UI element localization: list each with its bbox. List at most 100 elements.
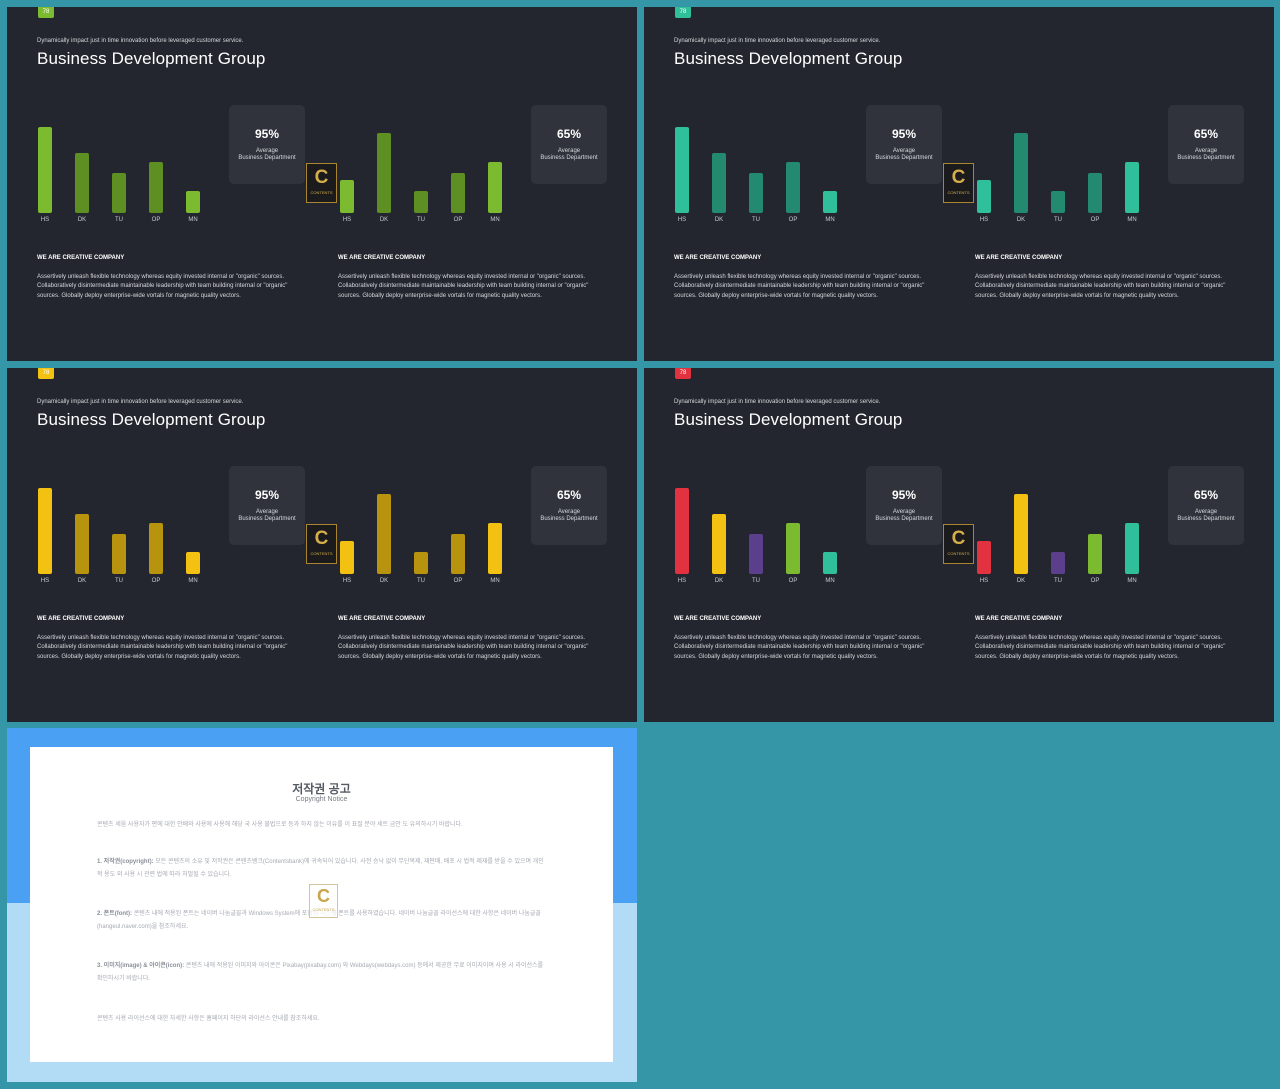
- text-block-left: WE ARE CREATIVE COMPANY Assertively unle…: [674, 255, 944, 301]
- stat-caption-line2: Business Department: [540, 516, 598, 522]
- bar-chart-right: HS DK TU OP MN: [972, 468, 1142, 588]
- bar-mn: [488, 162, 502, 213]
- notice-title: 저작권 공고: [292, 782, 351, 796]
- logo-letter: C: [951, 167, 966, 188]
- slide-title: Business Development Group: [37, 49, 266, 68]
- text-block-right: WE ARE CREATIVE COMPANY Assertively unle…: [338, 616, 608, 662]
- bar-label: OP: [1090, 578, 1100, 584]
- stat-caption-line1: Average: [1194, 148, 1218, 154]
- bar-hs: [340, 180, 354, 213]
- stat-caption-line2: Business Department: [238, 155, 296, 161]
- bar-label: HS: [979, 578, 989, 584]
- bar-dk: [377, 494, 391, 574]
- bar-mn: [186, 191, 200, 213]
- stat-caption-line2: Business Department: [1177, 155, 1235, 161]
- bar-dk: [75, 153, 89, 213]
- slide-title: Business Development Group: [674, 410, 903, 429]
- logo-text: CONTENTS: [947, 551, 970, 556]
- bar-label: MN: [490, 578, 500, 584]
- text-block-left: WE ARE CREATIVE COMPANY Assertively unle…: [674, 616, 944, 662]
- bar-label: DK: [77, 217, 87, 223]
- bar-op: [451, 534, 465, 574]
- bar-label: TU: [417, 217, 425, 223]
- bar-label: OP: [788, 578, 798, 584]
- slide-teal[interactable]: 78 Dynamically impact just in time innov…: [644, 7, 1274, 361]
- slide-subtitle: Dynamically impact just in time innovati…: [37, 38, 244, 44]
- notice-intro: 콘텐츠 세움 사용자가 편에 대한 안배와 사용에 사용해 해당 국 사용 불법…: [97, 822, 463, 828]
- bar-hs: [38, 127, 52, 213]
- text-body: Assertively unleash flexible technology …: [674, 635, 925, 660]
- bar-tu: [414, 552, 428, 574]
- text-body: Assertively unleash flexible technology …: [338, 635, 589, 660]
- text-block-left: WE ARE CREATIVE COMPANY Assertively unle…: [37, 616, 307, 662]
- text-heading: WE ARE CREATIVE COMPANY: [338, 255, 426, 261]
- bar-label: HS: [342, 217, 352, 223]
- bar-op: [451, 173, 465, 213]
- stat-caption-line1: Average: [892, 148, 916, 154]
- stat-box-right: 65% Average Business Department: [531, 466, 607, 545]
- text-heading: WE ARE CREATIVE COMPANY: [338, 616, 426, 622]
- stat-box-right: 65% Average Business Department: [531, 105, 607, 184]
- bar-label: DK: [77, 578, 87, 584]
- stat-caption-line2: Business Department: [540, 155, 598, 161]
- text-heading: WE ARE CREATIVE COMPANY: [674, 255, 762, 261]
- stat-percent: 95%: [891, 127, 917, 141]
- bar-dk: [712, 153, 726, 213]
- stat-caption-line1: Average: [557, 509, 581, 515]
- bar-hs: [977, 541, 991, 574]
- bar-mn: [1125, 162, 1139, 213]
- bar-hs: [977, 180, 991, 213]
- text-block-right: WE ARE CREATIVE COMPANY Assertively unle…: [338, 255, 608, 301]
- bar-label: DK: [1016, 578, 1026, 584]
- bar-label: TU: [115, 217, 123, 223]
- text-body: Assertively unleash flexible technology …: [975, 274, 1226, 299]
- bar-label: MN: [1127, 217, 1137, 223]
- text-heading: WE ARE CREATIVE COMPANY: [975, 255, 1063, 261]
- logo-text: CONTENTS: [310, 190, 333, 195]
- stat-caption-line1: Average: [557, 148, 581, 154]
- bar-label: DK: [714, 217, 724, 223]
- text-block-left: WE ARE CREATIVE COMPANY Assertively unle…: [37, 255, 307, 301]
- contents-logo: C CONTENTS: [943, 524, 974, 564]
- bar-label: TU: [752, 578, 760, 584]
- bar-label: OP: [1090, 217, 1100, 223]
- stat-caption-line2: Business Department: [238, 516, 296, 522]
- slide-subtitle: Dynamically impact just in time innovati…: [674, 399, 881, 405]
- bar-mn: [1125, 523, 1139, 574]
- bar-tu: [749, 173, 763, 213]
- bar-tu: [1051, 552, 1065, 574]
- bar-dk: [1014, 133, 1028, 213]
- slide-green[interactable]: 78 Dynamically impact just in time innov…: [7, 7, 637, 361]
- bar-op: [1088, 534, 1102, 574]
- stat-box-right: 65% Average Business Department: [1168, 466, 1244, 545]
- slide-multicolor[interactable]: 78 Dynamically impact just in time innov…: [644, 368, 1274, 722]
- bar-dk: [1014, 494, 1028, 574]
- notice-image: 3. 이미지(image) & 아이콘(icon): 콘텐츠 내에 적용된 이미…: [97, 960, 549, 986]
- bar-label: TU: [752, 217, 760, 223]
- bar-label: DK: [1016, 217, 1026, 223]
- bar-label: HS: [677, 217, 687, 223]
- logo-letter: C: [951, 528, 966, 549]
- bar-hs: [675, 127, 689, 213]
- bar-label: TU: [115, 578, 123, 584]
- bar-label: MN: [825, 217, 835, 223]
- bar-chart-right: HS DK TU OP MN: [335, 468, 505, 588]
- notice-copyright-label: 1. 저작권(copyright):: [97, 859, 154, 865]
- bar-label: OP: [151, 578, 161, 584]
- slide-yellow[interactable]: 78 Dynamically impact just in time innov…: [7, 368, 637, 722]
- logo-text: CONTENTS: [947, 190, 970, 195]
- logo-letter: C: [314, 528, 329, 549]
- stat-caption-line1: Average: [892, 509, 916, 515]
- stat-percent: 95%: [891, 488, 917, 502]
- text-heading: WE ARE CREATIVE COMPANY: [37, 616, 125, 622]
- bar-label: HS: [677, 578, 687, 584]
- stat-box-right: 65% Average Business Department: [1168, 105, 1244, 184]
- text-heading: WE ARE CREATIVE COMPANY: [37, 255, 125, 261]
- bar-label: TU: [1054, 217, 1062, 223]
- notice-copyright: 1. 저작권(copyright): 모든 콘텐츠의 소유 및 저작권은 콘텐츠…: [97, 856, 549, 882]
- bar-label: HS: [40, 578, 50, 584]
- bar-mn: [823, 552, 837, 574]
- page-number-badge: 78: [675, 368, 691, 379]
- bar-tu: [112, 173, 126, 213]
- copyright-notice-slide[interactable]: 저작권 공고 Copyright Notice 콘텐츠 세움 사용자가 편에 대…: [7, 728, 637, 1082]
